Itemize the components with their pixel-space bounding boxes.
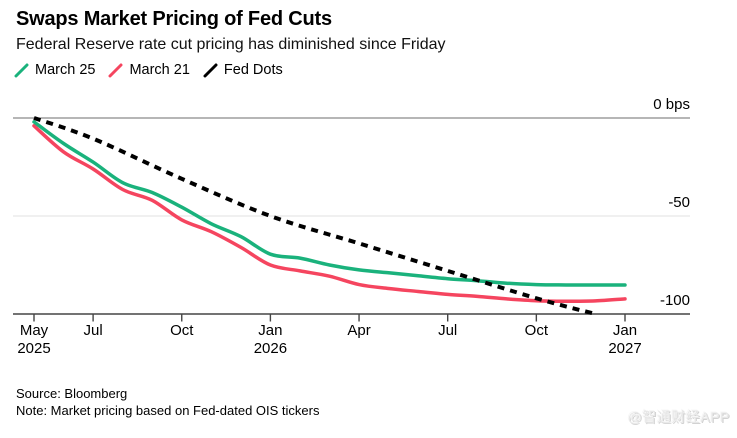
x-axis-label: Jan 2026 <box>225 322 315 358</box>
y-axis-label: 0 bps <box>653 96 690 113</box>
series-line-fed-dots <box>33 116 597 316</box>
x-axis-label: Oct <box>524 322 549 339</box>
x-axis-sublabel: 2025 <box>17 340 51 357</box>
x-axis-label: Jul <box>83 322 103 339</box>
source-text: Source: Bloomberg <box>16 386 128 401</box>
x-axis-label: May 2025 <box>0 322 79 358</box>
chart-legend: March 25 March 21 Fed Dots <box>14 62 283 78</box>
chart-subtitle: Federal Reserve rate cut pricing has dim… <box>16 36 446 53</box>
legend-slash-icon <box>108 63 123 77</box>
legend-item-fed-dots: Fed Dots <box>203 62 283 78</box>
x-axis-sublabel: 2026 <box>253 340 288 357</box>
note-text: Note: Market pricing based on Fed-dated … <box>16 403 320 418</box>
x-axis-sublabel: 2027 <box>608 340 642 357</box>
legend-label: March 21 <box>129 62 190 78</box>
x-axis-label: Apr <box>347 322 371 339</box>
x-axis-label: Oct <box>170 322 194 339</box>
page-title: Swaps Market Pricing of Fed Cuts <box>16 8 332 30</box>
chart-footer: Source: Bloomberg Note: Market pricing b… <box>16 385 319 419</box>
watermark: @智通财经APP <box>627 409 730 425</box>
series-line-march-21 <box>32 124 627 304</box>
x-axis-label: Jan 2027 <box>580 322 670 358</box>
legend-item-march-25: March 25 <box>14 62 95 78</box>
y-axis-label: -50 <box>668 194 690 211</box>
y-axis-label: -100 <box>659 292 690 309</box>
legend-label: March 25 <box>35 62 96 78</box>
legend-slash-icon <box>203 63 218 77</box>
legend-label: Fed Dots <box>223 62 283 78</box>
series-line-march-25 <box>32 120 627 287</box>
legend-slash-icon <box>14 63 29 77</box>
legend-item-march-21: March 21 <box>108 62 190 78</box>
x-axis-label: Jul <box>438 322 458 339</box>
